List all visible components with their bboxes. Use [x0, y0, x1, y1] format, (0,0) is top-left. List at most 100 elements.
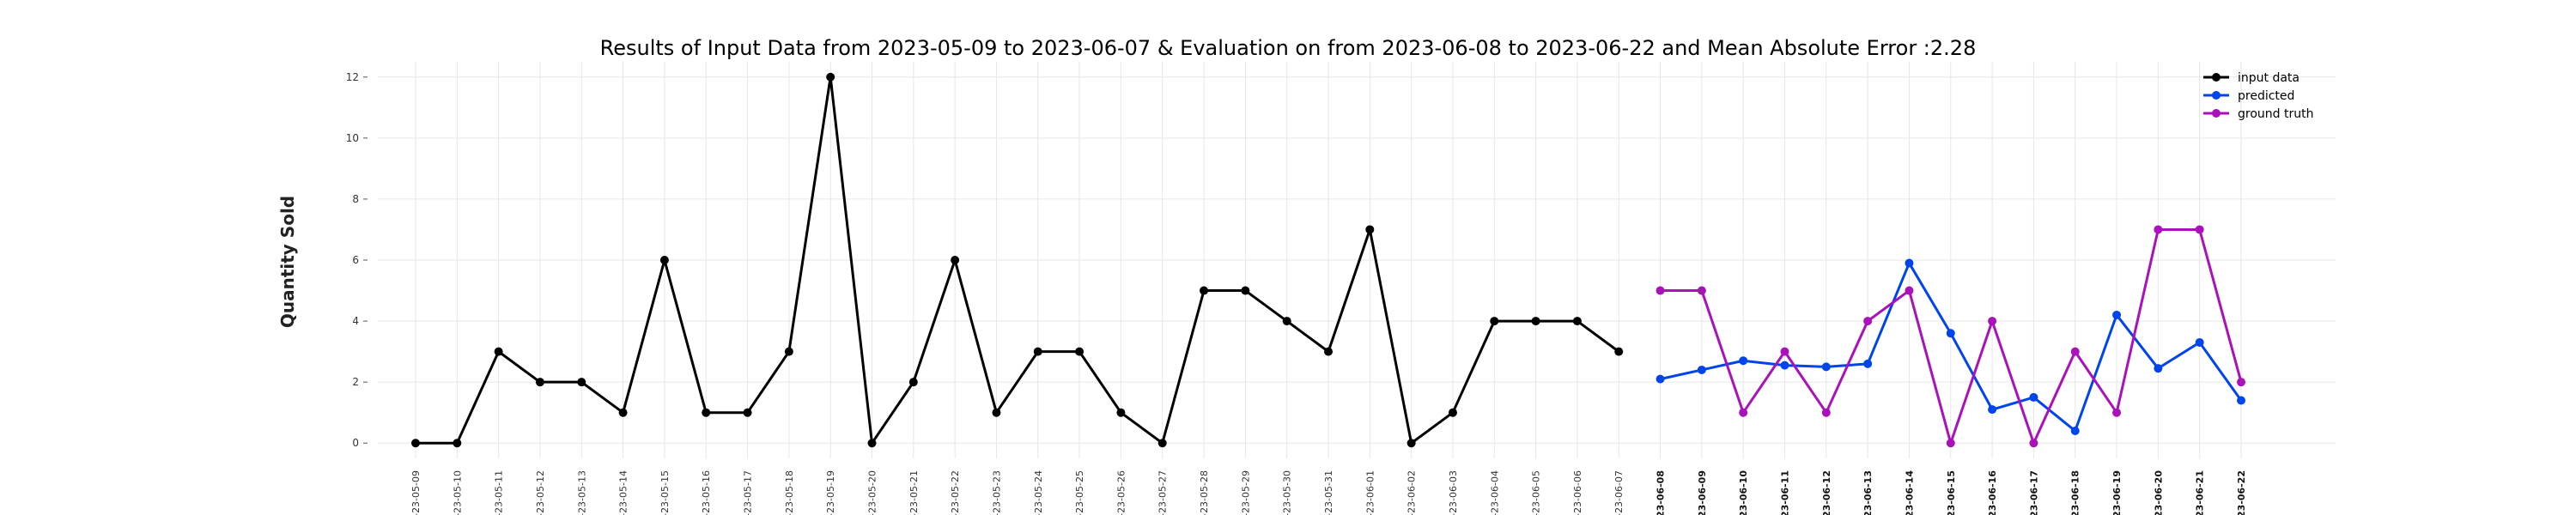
- legend-entry: ground truth: [2238, 107, 2313, 121]
- data-point-predicted: [2112, 310, 2122, 319]
- data-point-input-data: [1241, 286, 1250, 295]
- data-point-input-data: [867, 439, 877, 448]
- data-point-input-data: [1572, 317, 1582, 326]
- data-point-input-data: [826, 72, 835, 82]
- x-tick-label: -23-06-04: [1489, 470, 1500, 515]
- data-point-ground-truth: [1863, 317, 1873, 326]
- data-point-input-data: [1406, 439, 1416, 448]
- data-point-ground-truth: [2154, 225, 2163, 234]
- data-point-ground-truth: [1656, 286, 1665, 295]
- x-tick-label: -23-06-18: [2070, 470, 2081, 515]
- x-tick-label: -23-05-14: [618, 470, 629, 515]
- data-point-predicted: [1863, 359, 1873, 368]
- data-point-input-data: [1075, 347, 1084, 356]
- data-point-ground-truth: [2029, 439, 2038, 448]
- x-tick-label: -23-05-10: [452, 470, 463, 515]
- data-point-input-data: [1200, 286, 1209, 295]
- x-tick-label: -23-05-16: [701, 470, 712, 515]
- legend-entry: predicted: [2238, 89, 2294, 103]
- chart-title: Results of Input Data from 2023-05-09 to…: [600, 36, 1977, 60]
- x-tick-label: -23-06-03: [1448, 470, 1459, 515]
- data-point-input-data: [1116, 408, 1126, 417]
- y-tick-label: 6: [352, 254, 359, 266]
- legend-entry: input data: [2238, 71, 2300, 85]
- data-point-input-data: [618, 408, 628, 417]
- x-tick-label: -23-06-06: [1572, 470, 1583, 515]
- data-point-predicted: [2237, 396, 2245, 405]
- y-tick-label: 0: [352, 437, 359, 449]
- x-tick-label: -23-05-31: [1323, 470, 1334, 515]
- x-tick-label: -23-05-11: [494, 470, 505, 515]
- data-point-input-data: [702, 408, 711, 417]
- data-point-input-data: [1157, 439, 1167, 448]
- data-point-input-data: [453, 439, 462, 448]
- x-tick-label: -23-06-01: [1364, 470, 1376, 515]
- data-point-input-data: [1033, 347, 1042, 356]
- data-point-input-data: [1490, 317, 1499, 326]
- data-point-ground-truth: [1988, 317, 1997, 326]
- y-tick-label: 8: [352, 193, 359, 205]
- x-tick-label: -23-06-12: [1821, 470, 1832, 515]
- legend-marker: [2212, 91, 2221, 100]
- x-tick-label: -23-06-15: [1946, 470, 1957, 515]
- y-tick-label: 12: [346, 71, 359, 83]
- x-tick-label: -23-06-19: [2111, 470, 2123, 515]
- data-point-input-data: [1324, 347, 1333, 356]
- x-tick-label: -23-06-21: [2195, 470, 2206, 515]
- x-tick-label: -23-06-02: [1406, 470, 1418, 515]
- data-point-predicted: [1946, 329, 1955, 338]
- data-point-predicted: [2154, 364, 2163, 373]
- x-tick-label: -23-05-21: [908, 470, 920, 515]
- y-axis-label: Quantity Sold: [277, 196, 298, 328]
- data-point-ground-truth: [2195, 225, 2204, 234]
- x-tick-label: -23-05-24: [1033, 470, 1044, 515]
- series-points: [411, 72, 2245, 448]
- x-tick-label: -23-05-23: [991, 470, 1002, 515]
- data-point-input-data: [494, 347, 503, 356]
- x-tick-label: -23-06-08: [1656, 470, 1667, 515]
- x-tick-label: -23-05-30: [1282, 470, 1293, 515]
- data-point-predicted: [1780, 360, 1789, 370]
- series-line-input-data: [416, 76, 1620, 445]
- x-tick-label: -23-06-16: [1987, 470, 1998, 515]
- data-point-input-data: [1531, 317, 1540, 326]
- y-gridlines: [363, 76, 2336, 444]
- data-point-predicted: [1697, 365, 1706, 374]
- data-point-ground-truth: [1821, 408, 1831, 417]
- x-tick-label: -23-05-18: [784, 470, 795, 515]
- data-point-predicted: [1988, 405, 1997, 415]
- x-tick-label: -23-05-26: [1115, 470, 1127, 515]
- x-tick-label: -23-05-28: [1199, 470, 1210, 515]
- data-point-input-data: [1282, 317, 1291, 326]
- data-point-input-data: [1365, 225, 1375, 234]
- x-tick-label: -23-05-22: [950, 470, 961, 515]
- data-point-input-data: [908, 378, 918, 387]
- data-point-ground-truth: [2112, 408, 2122, 417]
- data-point-predicted: [1905, 258, 1914, 268]
- x-tick-label: -23-06-13: [1862, 470, 1874, 515]
- data-point-input-data: [1614, 347, 1624, 356]
- x-tick-label: -23-06-14: [1904, 470, 1915, 515]
- x-tick-label: -23-05-29: [1240, 470, 1251, 515]
- legend: input data predicted ground truth: [2203, 71, 2313, 121]
- x-tick-label: -23-05-12: [535, 470, 546, 515]
- data-point-ground-truth: [1780, 347, 1789, 356]
- data-point-ground-truth: [1946, 439, 1955, 448]
- data-point-ground-truth: [1697, 286, 1706, 295]
- data-point-predicted: [1739, 356, 1748, 366]
- data-point-predicted: [2029, 392, 2038, 402]
- x-tick-label: -23-06-05: [1531, 470, 1542, 515]
- data-point-input-data: [411, 439, 420, 448]
- data-point-input-data: [784, 347, 793, 356]
- x-tick-label: -23-06-11: [1780, 470, 1791, 515]
- x-tick-label: -23-06-07: [1613, 470, 1625, 515]
- x-tick-label: -23-05-27: [1157, 470, 1169, 515]
- y-tick-label: 10: [346, 132, 359, 144]
- x-tick-label: -23-05-09: [410, 470, 422, 515]
- x-tick-label: -23-06-09: [1697, 470, 1708, 515]
- legend-marker: [2212, 73, 2221, 82]
- data-point-input-data: [992, 408, 1001, 417]
- data-point-predicted: [1656, 374, 1665, 384]
- data-point-input-data: [743, 408, 752, 417]
